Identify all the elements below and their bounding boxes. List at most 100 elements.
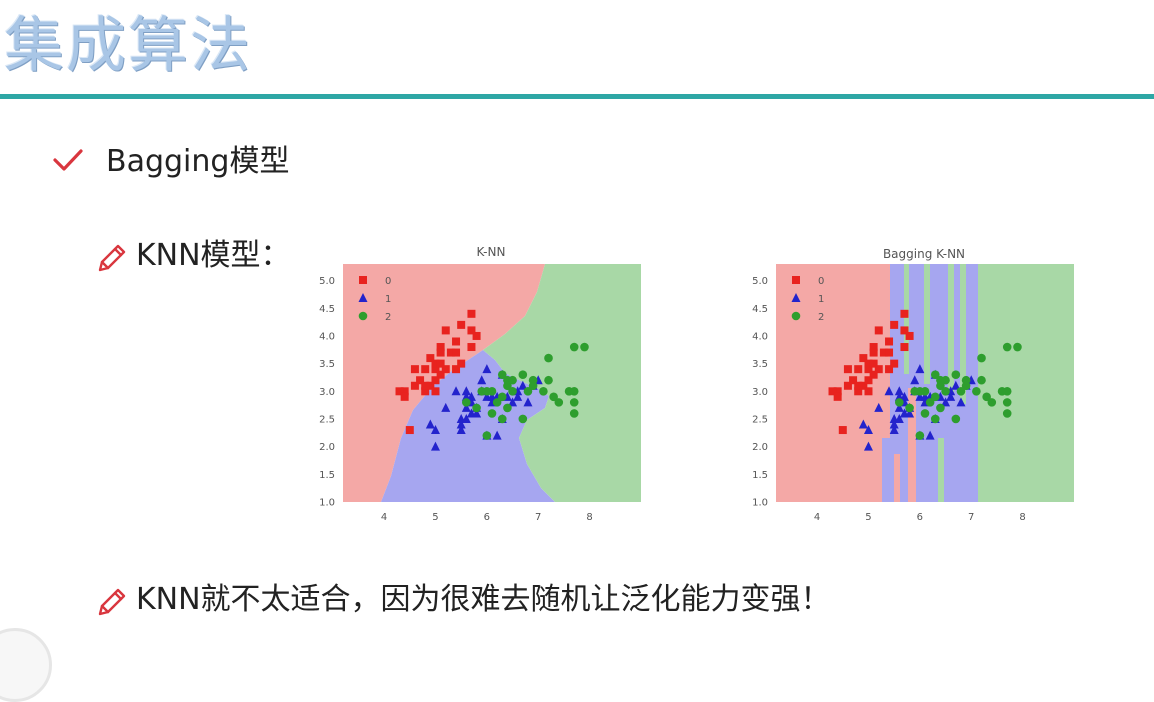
x-tick-label: 8 <box>586 512 592 523</box>
legend-marker-2 <box>358 311 368 321</box>
region-class-0-strip <box>894 454 900 502</box>
data-point-class-1 <box>863 441 873 451</box>
data-point-class-2 <box>472 403 481 413</box>
data-point-class-2 <box>482 431 492 440</box>
pencil-icon <box>98 588 126 616</box>
data-point-class-2 <box>951 370 961 379</box>
data-point-class-2 <box>549 392 558 402</box>
data-point-class-0 <box>885 365 894 374</box>
x-tick-label: 7 <box>535 512 541 523</box>
data-point-class-2 <box>508 387 517 396</box>
region-class-0 <box>776 264 890 502</box>
data-point-class-1 <box>461 386 471 396</box>
data-point-class-0 <box>869 359 878 368</box>
region-class-2-strip <box>924 264 930 384</box>
pencil-icon <box>98 244 126 272</box>
data-point-class-1 <box>425 419 435 429</box>
data-point-class-2 <box>487 387 497 396</box>
data-point-class-1 <box>513 391 523 401</box>
data-point-class-0 <box>859 354 868 363</box>
data-point-class-2 <box>518 414 528 424</box>
data-point-class-2 <box>961 375 971 385</box>
data-point-class-1 <box>523 397 533 407</box>
y-tick-label: 5.0 <box>752 276 768 287</box>
bullet-knn-conclusion: KNN就不太适合，因为很难去随机让泛化能力变强！ <box>136 582 831 617</box>
y-tick-label: 2.0 <box>752 442 768 453</box>
data-point-class-1 <box>466 391 476 401</box>
data-point-class-1 <box>441 402 451 412</box>
data-point-class-2 <box>497 392 507 402</box>
data-point-class-0 <box>890 359 899 368</box>
data-point-class-1 <box>925 430 935 440</box>
data-point-class-0 <box>890 320 899 329</box>
data-point-class-1 <box>915 364 925 374</box>
data-point-class-0 <box>446 348 455 357</box>
data-point-class-0 <box>431 387 440 396</box>
data-point-class-0 <box>467 326 476 335</box>
region-class-1-strip <box>970 264 976 364</box>
data-point-class-0 <box>843 365 852 374</box>
data-point-class-0 <box>879 348 888 357</box>
data-point-class-2 <box>1002 342 1012 352</box>
y-tick-label: 2.0 <box>319 442 335 453</box>
data-point-class-2 <box>503 381 512 391</box>
data-point-class-0 <box>833 387 842 396</box>
data-point-class-0 <box>472 331 481 340</box>
data-point-class-2 <box>508 375 517 385</box>
x-tick-label: 6 <box>484 512 490 523</box>
data-point-class-2 <box>523 387 533 396</box>
data-point-class-0 <box>854 381 863 390</box>
data-point-class-0 <box>405 426 414 435</box>
data-point-class-2 <box>1013 342 1022 352</box>
data-point-class-0 <box>874 326 883 335</box>
data-point-class-0 <box>410 381 419 390</box>
data-point-class-1 <box>889 419 899 429</box>
check-icon <box>53 149 83 171</box>
data-point-class-1 <box>456 419 466 429</box>
data-point-class-0 <box>838 426 847 435</box>
data-point-class-0 <box>457 320 466 329</box>
data-point-class-1 <box>889 425 899 435</box>
legend-label: 0 <box>818 276 824 287</box>
data-point-class-2 <box>503 403 512 413</box>
data-point-class-0 <box>843 381 852 390</box>
legend-marker-1 <box>358 293 368 302</box>
data-point-class-0 <box>854 387 863 396</box>
data-point-class-0 <box>441 326 450 335</box>
legend-label: 2 <box>385 312 391 323</box>
data-point-class-0 <box>869 370 878 379</box>
data-point-class-0 <box>416 376 425 385</box>
data-point-class-2 <box>569 342 579 352</box>
data-point-class-2 <box>915 431 925 440</box>
y-tick-label: 3.0 <box>319 387 335 398</box>
data-point-class-1 <box>461 413 471 423</box>
data-point-class-1 <box>858 419 868 429</box>
region-class-0 <box>343 264 545 502</box>
data-point-class-0 <box>900 309 909 318</box>
data-point-class-0 <box>467 343 476 352</box>
y-tick-label: 4.5 <box>752 304 768 315</box>
data-point-class-0 <box>457 359 466 368</box>
y-tick-label: 5.0 <box>319 276 335 287</box>
data-point-class-2 <box>910 387 920 396</box>
region-class-0-strip <box>882 438 890 502</box>
y-tick-label: 3.5 <box>752 359 768 370</box>
data-point-class-1 <box>472 408 482 418</box>
legend-marker-0 <box>359 276 367 284</box>
data-point-class-2 <box>895 398 904 407</box>
data-point-class-1 <box>946 391 956 401</box>
data-point-class-2 <box>1002 409 1012 418</box>
play-icon[interactable] <box>0 628 52 702</box>
data-point-class-0 <box>426 381 435 390</box>
data-point-class-0 <box>452 337 461 346</box>
data-point-class-2 <box>920 409 930 418</box>
data-point-class-2 <box>905 403 914 413</box>
data-point-class-2 <box>462 398 471 407</box>
y-tick-label: 1.0 <box>319 498 335 509</box>
region-class-2-strip <box>948 264 954 394</box>
data-point-class-2 <box>518 370 528 379</box>
x-tick-label: 6 <box>917 512 923 523</box>
y-tick-label: 1.0 <box>752 498 768 509</box>
data-point-class-0 <box>869 348 878 357</box>
data-point-class-1 <box>451 386 461 396</box>
